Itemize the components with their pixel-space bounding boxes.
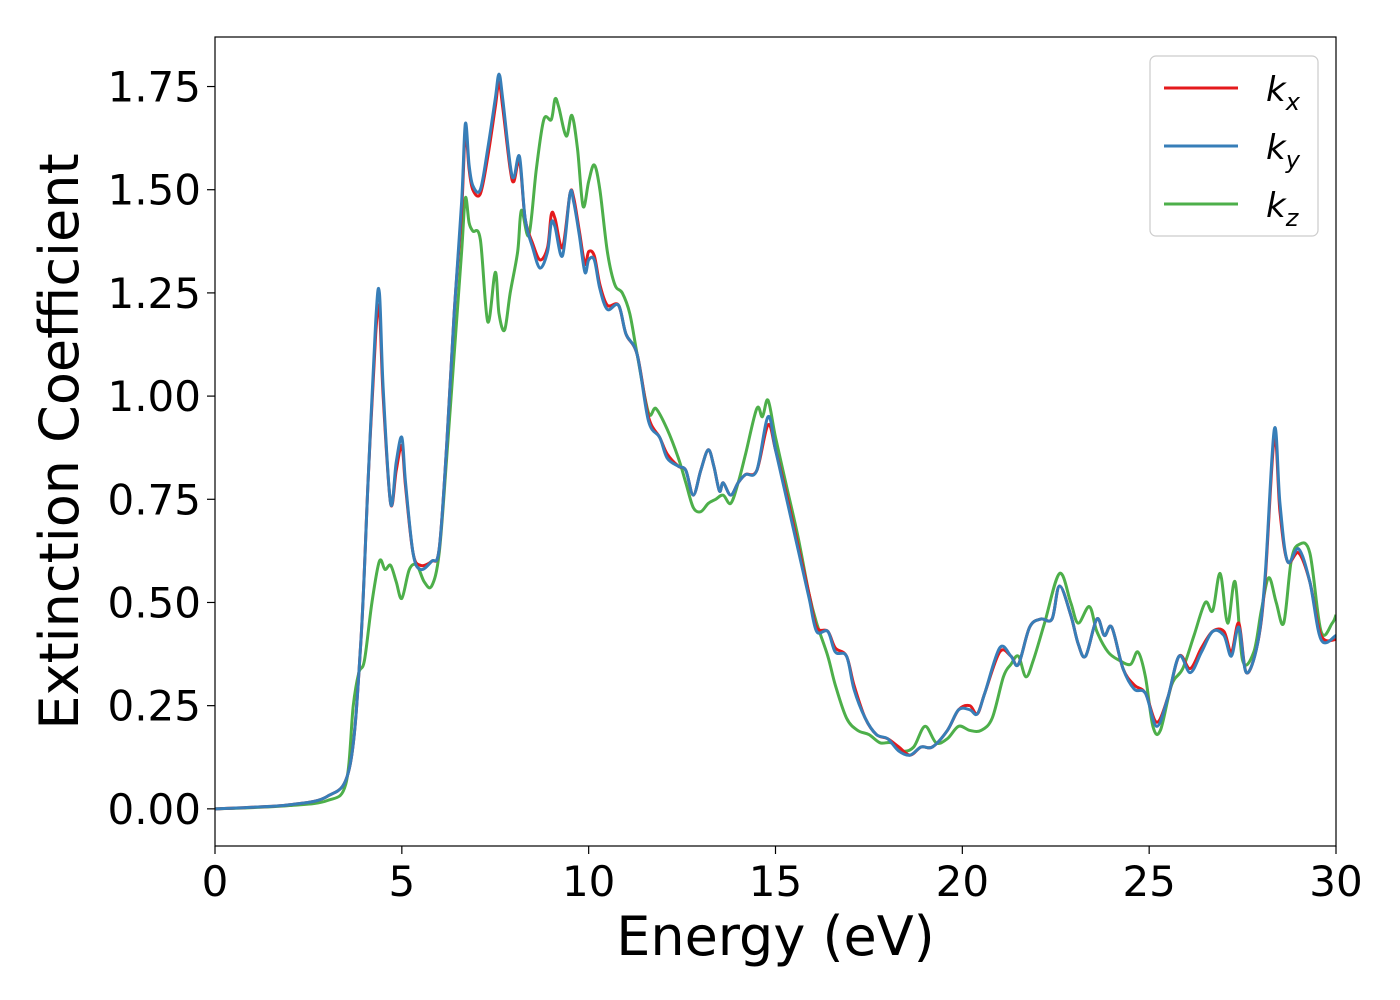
y-tick-label: 1.75	[107, 63, 201, 112]
y-tick-label: 0.75	[107, 475, 201, 524]
x-tick-label: 20	[936, 857, 989, 906]
legend-label-x: kx	[1266, 70, 1301, 116]
legend-label-z: kz	[1266, 186, 1300, 232]
y-tick-label: 0.50	[107, 578, 201, 627]
x-tick-label: 25	[1122, 857, 1175, 906]
y-axis: 0.00 0.25 0.50 0.75 1.00 1.25 1.50 1.75	[107, 63, 215, 834]
legend-label-subscript: z	[1285, 204, 1300, 232]
legend-label-subscript: y	[1285, 146, 1301, 174]
y-tick-label: 0.25	[107, 682, 201, 731]
x-axis: 0 5 10 15 20 25 30	[202, 846, 1363, 906]
legend-label-subscript: x	[1285, 88, 1301, 116]
x-tick-label: 5	[388, 857, 415, 906]
legend-label-base: k	[1266, 128, 1287, 168]
x-tick-label: 30	[1309, 857, 1362, 906]
y-tick-label: 1.50	[107, 166, 201, 215]
legend-label-base: k	[1266, 70, 1287, 110]
y-tick-label: 1.00	[107, 372, 201, 421]
y-tick-label: 1.25	[107, 269, 201, 318]
series-line-y	[215, 72, 1336, 811]
y-axis-label: Extinction Coefficient	[28, 153, 91, 729]
y-tick-label: 0.00	[107, 785, 201, 834]
x-tick-label: 0	[202, 857, 229, 906]
series-layer	[215, 72, 1336, 811]
x-tick-label: 10	[562, 857, 615, 906]
legend-label-y: ky	[1266, 128, 1301, 174]
x-axis-label: Energy (eV)	[616, 905, 935, 968]
legend-label-base: k	[1266, 186, 1287, 226]
x-tick-label: 15	[749, 857, 802, 906]
